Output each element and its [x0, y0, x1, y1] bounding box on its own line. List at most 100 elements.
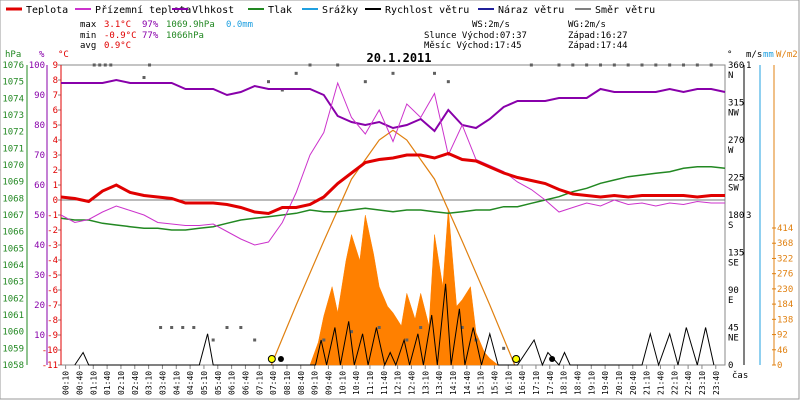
- x-tick-label: 14:10: [449, 371, 458, 395]
- y-tick-hpa: 1059: [2, 344, 24, 354]
- x-tick-label: 16:10: [504, 371, 513, 395]
- wind-direction-point: [612, 63, 616, 67]
- y-tick-hpa: 1076: [2, 61, 24, 71]
- series-prizemni-teplota: [60, 81, 725, 246]
- x-tick-label: 19:10: [587, 371, 596, 395]
- wind-direction-point: [502, 346, 506, 350]
- y-tick-hpa: 1067: [2, 211, 24, 221]
- wind-direction-point: [109, 63, 113, 67]
- x-tick-label: 17:40: [546, 371, 555, 395]
- series-solar-curve: [270, 129, 516, 366]
- x-tick-label: 22:10: [670, 371, 679, 395]
- x-tick-label: 08:40: [297, 371, 306, 395]
- y-tick-hpa: 1071: [2, 144, 24, 154]
- x-tick-label: 16:40: [518, 371, 527, 395]
- x-tick-label: 18:40: [573, 371, 582, 395]
- wind-direction-point: [192, 326, 196, 329]
- wind-direction-point: [682, 63, 685, 67]
- y-tick-temp: -4: [47, 256, 58, 266]
- y-tick-temp: -8: [47, 316, 58, 326]
- y-tick-labels: 1076107510741073107210711070106910681067…: [2, 61, 793, 371]
- x-tick-label: 12:40: [407, 371, 416, 395]
- x-tick-label: 03:40: [158, 371, 167, 395]
- y-tick-temp: -1: [47, 211, 58, 221]
- y-tick-direction: 360: [728, 61, 744, 71]
- wind-direction-point: [668, 63, 672, 67]
- wind-direction-point: [709, 63, 713, 67]
- x-tick-label: 23:40: [712, 371, 721, 395]
- y-tick-wm2: 138: [777, 315, 793, 325]
- x-tick-label: 15:10: [477, 371, 486, 395]
- wind-direction-point: [626, 63, 630, 67]
- y-tick-direction: 180: [728, 211, 744, 221]
- unit-temp: °C: [58, 50, 69, 60]
- y-tick-temp: 6: [53, 106, 58, 116]
- x-tick-label: 07:40: [269, 371, 278, 395]
- y-tick-temp: -7: [47, 301, 58, 311]
- y-tick-direction: 90: [728, 286, 739, 296]
- y-tick-direction: 45: [728, 324, 739, 334]
- y-tick-pct: 40: [34, 241, 45, 251]
- stat-avg-temp: 0.9°C: [104, 41, 131, 51]
- y-tick-hpa: 1065: [2, 244, 24, 254]
- y-tick-hpa: 1073: [2, 111, 24, 121]
- y-tick-temp: -6: [47, 286, 58, 296]
- y-tick-temp: 2: [53, 166, 58, 176]
- y-tick-ms: 3: [746, 211, 751, 221]
- stat-min-press: 1066hPa: [166, 31, 204, 41]
- y-tick-direction-letter: W: [728, 146, 734, 156]
- wind-direction-point: [405, 338, 409, 342]
- y-tick-ms: 1: [746, 61, 751, 71]
- y-tick-temp: -11: [42, 361, 58, 371]
- x-tick-label: 11:40: [380, 371, 389, 395]
- legend-label-rychlost: Rychlost větru: [385, 4, 469, 16]
- wind-direction-point: [599, 63, 602, 67]
- x-tick-label: 13:10: [421, 371, 430, 395]
- x-tick-label: 13:40: [435, 371, 444, 395]
- axis-units: hPa % °C ° m/s mm W/m2: [5, 50, 798, 60]
- unit-ms: m/s: [746, 50, 762, 60]
- y-tick-temp: 5: [53, 121, 58, 131]
- wind-direction-point: [294, 71, 298, 75]
- y-tick-direction-letter: NE: [728, 334, 739, 344]
- wind-direction-point: [267, 80, 270, 84]
- stat-ws: WS:2m/s: [472, 20, 510, 30]
- x-tick-label: 04:10: [172, 371, 181, 395]
- y-tick-pct: 70: [34, 151, 45, 161]
- unit-mm: mm: [763, 50, 774, 60]
- y-tick-temp: 8: [53, 76, 58, 86]
- y-tick-wm2: 46: [777, 346, 788, 356]
- y-tick-pct: 30: [34, 271, 45, 281]
- wind-direction-point: [460, 326, 464, 329]
- y-tick-direction-letter: SW: [728, 184, 739, 194]
- y-tick-pct: 50: [34, 211, 45, 221]
- x-tick-label: 00:40: [75, 371, 84, 395]
- x-tick-label: 05:10: [200, 371, 209, 395]
- wind-direction-point: [350, 330, 353, 334]
- unit-dir: °: [727, 50, 732, 60]
- x-tick-labels: 00:10 00:40 01:10 01:40 02:10 02:40 03:10 03:40…: [62, 371, 721, 395]
- wind-direction-point: [253, 338, 257, 342]
- y-tick-hpa: 1061: [2, 311, 24, 321]
- wind-direction-point: [308, 63, 312, 67]
- stat-max-rain: 0.0mm: [226, 20, 253, 30]
- x-tick-label: 21:40: [656, 371, 665, 395]
- x-tick-label: 03:10: [145, 371, 154, 395]
- y-tick-temp: -10: [42, 346, 58, 356]
- x-tick-label: 01:40: [103, 371, 112, 395]
- legend-label-smer: Směr větru: [595, 4, 655, 16]
- moonrise-marker: [277, 356, 284, 362]
- y-tick-hpa: 1058: [2, 361, 24, 371]
- y-tick-wm2: 92: [777, 331, 788, 341]
- wind-direction-point: [695, 63, 699, 67]
- wind-direction-point: [225, 326, 229, 329]
- x-tick-label: 21:10: [643, 371, 652, 395]
- legend: Teplota Přízemní teplota Vlhkost Tlak Sr…: [6, 4, 655, 16]
- y-tick-direction-letter: S: [728, 221, 733, 231]
- x-tick-label: 09:40: [324, 371, 333, 395]
- y-tick-wm2: 368: [777, 239, 793, 249]
- y-tick-direction-letter: NW: [728, 109, 739, 119]
- y-tick-hpa: 1075: [2, 78, 24, 88]
